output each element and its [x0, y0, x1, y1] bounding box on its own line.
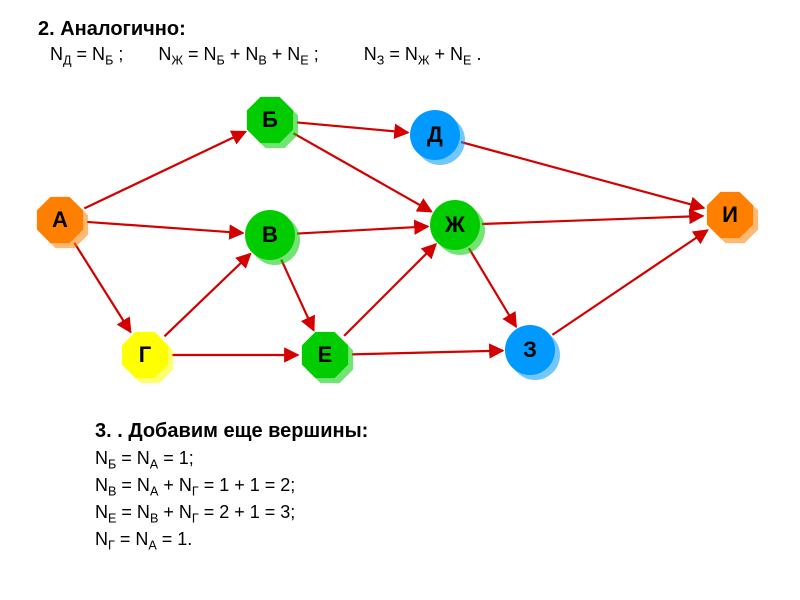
- edge-E-J: [344, 244, 436, 336]
- node-Z: З: [505, 325, 555, 375]
- node-G: Г: [120, 330, 170, 380]
- heading-2-text: 3. . Добавим еще вершины:: [95, 420, 368, 442]
- node-label-B: Б: [262, 107, 278, 133]
- edge-A-B: [84, 132, 245, 209]
- formula-b: NБ = NА = 1;: [95, 448, 194, 472]
- edge-V-E: [281, 260, 314, 331]
- node-label-E: Е: [318, 342, 333, 368]
- node-B: Б: [245, 95, 295, 145]
- node-A: А: [35, 195, 85, 245]
- node-label-G: Г: [139, 342, 151, 368]
- edge-J-Z: [469, 248, 516, 327]
- heading-2: 3. . Добавим еще вершины:: [95, 420, 368, 443]
- edge-A-G: [74, 243, 130, 332]
- node-label-D: Д: [427, 122, 443, 148]
- formula-d: NЕ = NВ + NГ = 2 + 1 = 3;: [95, 502, 295, 526]
- node-label-V: В: [262, 222, 278, 248]
- edge-B-D: [297, 122, 408, 132]
- node-label-Z: З: [523, 337, 537, 363]
- node-J: Ж: [430, 200, 480, 250]
- edge-D-I: [461, 142, 704, 208]
- node-D: Д: [410, 110, 460, 160]
- edge-A-V: [87, 222, 243, 233]
- edge-G-V: [164, 254, 250, 337]
- node-label-I: И: [722, 202, 738, 228]
- node-label-J: Ж: [445, 212, 465, 238]
- formula-e: NГ = NА = 1.: [95, 529, 192, 553]
- node-E: Е: [300, 330, 350, 380]
- edge-E-Z: [352, 351, 503, 355]
- node-label-A: А: [52, 207, 68, 233]
- node-V: В: [245, 210, 295, 260]
- edge-J-I: [482, 216, 703, 224]
- edge-V-J: [297, 226, 428, 233]
- edge-Z-I: [552, 230, 707, 335]
- formula-c: NВ = NА + NГ = 1 + 1 = 2;: [95, 475, 295, 499]
- node-I: И: [705, 190, 755, 240]
